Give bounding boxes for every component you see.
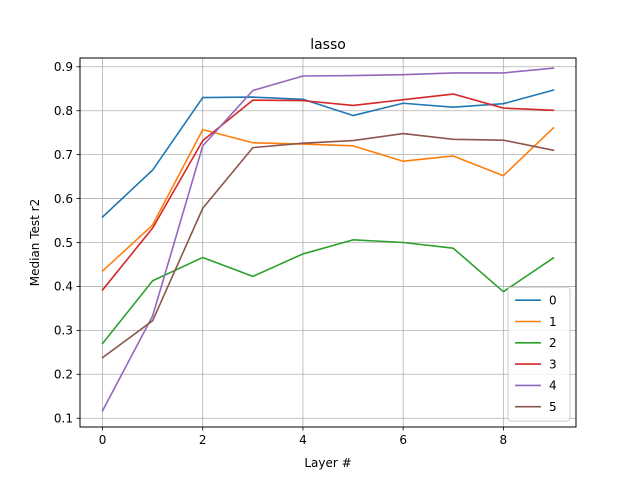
- y-tick-label: 0.8: [54, 104, 73, 118]
- y-tick-label: 0.9: [54, 60, 73, 74]
- axis-ticks: 0 2 4 6 8 0.1 0.2 0.3 0.4 0.5 0.6 0.7 0.8 0.9: [54, 60, 507, 447]
- legend-label-4: 4: [549, 379, 557, 393]
- legend-label-0: 0: [549, 294, 557, 308]
- series-line-0: [101, 89, 555, 219]
- x-tick-label: 2: [199, 433, 207, 447]
- y-tick-label: 0.5: [54, 236, 73, 250]
- legend-label-1: 1: [549, 315, 557, 329]
- series-line-3: [101, 93, 555, 292]
- series-lines: [101, 67, 555, 412]
- x-tick-label: 8: [500, 433, 508, 447]
- x-axis-label: Layer #: [304, 456, 351, 470]
- legend-label-2: 2: [549, 336, 557, 350]
- series-line-4: [101, 67, 555, 412]
- legend: 0 1 2 3 4 5: [507, 286, 571, 422]
- chart-title: lasso: [310, 37, 346, 53]
- legend-label-3: 3: [549, 357, 557, 371]
- x-tick-label: 6: [399, 433, 407, 447]
- legend-box: [507, 286, 571, 422]
- x-tick-label: 4: [299, 433, 307, 447]
- y-tick-label: 0.6: [54, 192, 73, 206]
- y-tick-label: 0.1: [54, 412, 73, 426]
- y-tick-label: 0.3: [54, 324, 73, 338]
- y-tick-label: 0.4: [54, 280, 73, 294]
- legend-label-5: 5: [549, 400, 557, 414]
- series-line-1: [101, 126, 555, 273]
- y-tick-label: 0.7: [54, 148, 73, 162]
- y-tick-label: 0.2: [54, 368, 73, 382]
- grid: [80, 58, 576, 427]
- y-axis-label: Median Test r2: [28, 199, 42, 286]
- x-tick-label: 0: [99, 433, 107, 447]
- series-line-2: [101, 239, 555, 345]
- series-line-5: [101, 132, 555, 359]
